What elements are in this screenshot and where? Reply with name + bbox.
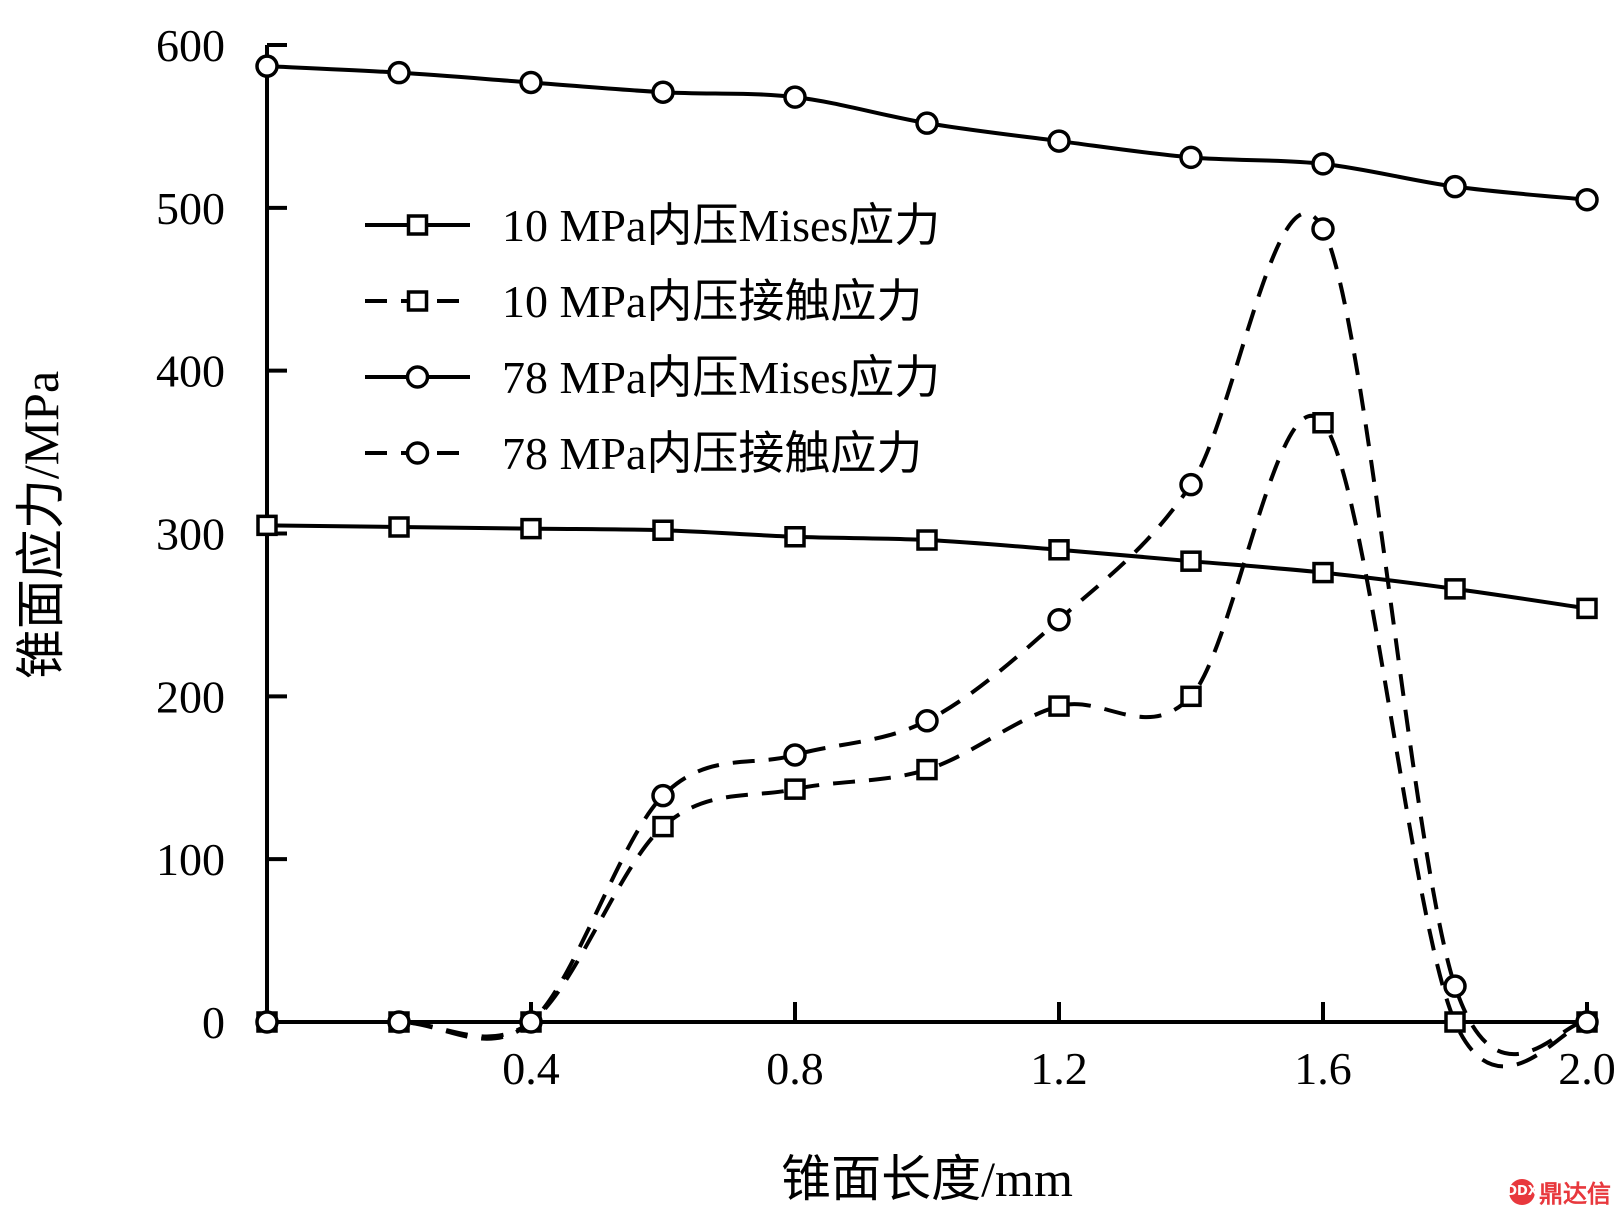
data-point-square xyxy=(256,514,278,537)
data-point-circle xyxy=(915,111,939,135)
data-point-circle xyxy=(387,1010,411,1034)
data-point-square xyxy=(520,517,542,540)
data-point-square xyxy=(1180,550,1202,572)
watermark-text: 鼎达信 xyxy=(1539,1180,1611,1208)
y-axis-title: 锥面应力/MPa xyxy=(13,371,69,679)
data-point-circle xyxy=(255,54,279,78)
data-point-square xyxy=(1048,539,1070,561)
data-point-square xyxy=(784,526,806,548)
x-tick-label: 1.6 xyxy=(1294,1043,1352,1094)
data-point-square xyxy=(916,529,938,551)
x-ticks: 0.4 0.8 1.2 1.6 2.0 xyxy=(502,1002,1616,1094)
data-point-square xyxy=(388,516,410,538)
data-point-square xyxy=(784,778,806,800)
data-point-circle xyxy=(1311,217,1335,241)
data-point-square xyxy=(1576,597,1598,620)
data-point-square xyxy=(1048,695,1070,717)
data-point-circle xyxy=(783,743,807,767)
legend-label-4: 78 MPa内压接触应力 xyxy=(502,428,922,479)
y-tick-label: 200 xyxy=(156,671,225,722)
legend-marker-circle xyxy=(405,441,430,465)
data-point-circle xyxy=(1047,608,1071,632)
data-point-square xyxy=(1312,561,1334,584)
data-point-circle xyxy=(783,85,807,109)
series-line-2 xyxy=(267,413,1588,1069)
data-point-square xyxy=(1180,685,1202,708)
data-point-square xyxy=(652,815,674,838)
data-point-square xyxy=(916,758,938,781)
series-markers xyxy=(255,54,1599,1034)
y-tick-label: 300 xyxy=(156,509,225,560)
y-tick-label: 0 xyxy=(202,997,225,1048)
legend-label-3: 78 MPa内压Mises应力 xyxy=(502,352,940,403)
x-tick-label: 0.8 xyxy=(766,1043,824,1094)
data-point-square xyxy=(1444,1011,1466,1033)
data-point-circle xyxy=(915,709,939,733)
y-tick-label: 500 xyxy=(156,183,225,234)
legend-label-1: 10 MPa内压Mises应力 xyxy=(502,200,940,251)
data-point-square xyxy=(652,519,674,541)
data-point-circle xyxy=(651,80,675,104)
y-tick-label: 600 xyxy=(156,20,225,71)
x-tick-label: 0.4 xyxy=(502,1043,560,1094)
legend-marker-square xyxy=(406,214,429,236)
data-point-circle xyxy=(1179,472,1203,497)
watermark: DDX 鼎达信 xyxy=(1506,1174,1611,1209)
legend-marker-square xyxy=(406,290,429,312)
legend: 10 MPa内压Mises应力 10 MPa内压接触应力 78 MPa内压Mises… xyxy=(365,200,940,479)
data-point-circle xyxy=(1047,129,1071,153)
legend-marker-circle xyxy=(405,365,430,389)
data-point-circle xyxy=(1443,174,1467,199)
y-tick-label: 100 xyxy=(156,834,225,885)
data-point-circle xyxy=(1443,974,1467,998)
data-point-circle xyxy=(651,783,675,808)
x-axis-title: 锥面长度/mm xyxy=(781,1151,1073,1207)
data-point-square xyxy=(1444,578,1466,600)
series-line-4 xyxy=(267,211,1588,1057)
data-point-circle xyxy=(1575,187,1599,212)
legend-label-2: 10 MPa内压接触应力 xyxy=(502,276,922,327)
x-tick-label: 2.0 xyxy=(1558,1043,1616,1094)
data-point-circle xyxy=(1575,1010,1599,1034)
x-tick-label: 1.2 xyxy=(1030,1043,1088,1094)
data-point-circle xyxy=(1179,145,1203,170)
y-tick-label: 400 xyxy=(156,346,225,397)
data-point-circle xyxy=(387,60,411,85)
data-point-square xyxy=(1312,412,1334,434)
data-point-circle xyxy=(255,1010,279,1034)
y-ticks: 0 100 200 300 400 500 600 xyxy=(156,20,287,1048)
data-point-circle xyxy=(519,1010,543,1034)
watermark-logo-icon: DDX xyxy=(1506,1178,1538,1205)
data-point-circle xyxy=(1311,152,1335,176)
data-point-circle xyxy=(519,70,543,95)
